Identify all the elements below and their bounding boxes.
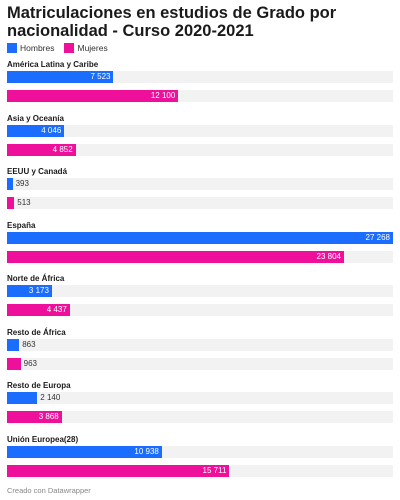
bar-track-hombres-resto-de-europa: 2 140 (7, 392, 393, 404)
bar-track-hombres-resto-de-africa: 863 (7, 338, 393, 351)
value-label-mujeres-espana: 23 804 (316, 251, 341, 261)
chart-title: Matriculaciones en estudios de Grado por… (7, 4, 337, 40)
value-label-hombres-union-europea-28: 10 938 (134, 446, 159, 456)
bar-mujeres-america-latina-y-caribe (7, 90, 179, 102)
value-label-mujeres-eeuu-y-canada: 513 (17, 198, 31, 207)
legend-item-hombres: Hombres (7, 43, 54, 53)
value-label-mujeres-norte-de-africa: 4 437 (46, 305, 67, 314)
bar-mujeres-asia-y-oceania (7, 143, 76, 156)
value-label-mujeres-resto-de-europa: 3 868 (38, 412, 59, 421)
legend-swatch-hombres (7, 43, 17, 53)
bar-track-hombres-america-latina-y-caribe: 7 523 (7, 71, 393, 83)
legend-item-mujeres: Mujeres (64, 43, 108, 53)
bar-hombres-america-latina-y-caribe (7, 71, 114, 83)
legend-swatch-mujeres (64, 43, 75, 53)
bar-hombres-espana (7, 231, 393, 244)
category-label-norte-de-africa: Norte de África (7, 274, 65, 283)
bar-track-mujeres-eeuu-y-canada: 513 (7, 197, 393, 209)
value-label-mujeres-asia-y-oceania: 4 852 (52, 144, 73, 154)
category-label-america-latina-y-caribe: América Latina y Caribe (7, 60, 99, 69)
bar-mujeres-union-europea-28 (7, 464, 230, 477)
footer-credit: Creado con Datawrapper (7, 486, 91, 495)
bar-hombres-union-europea-28 (7, 445, 162, 458)
value-label-hombres-asia-y-oceania: 4 046 (41, 125, 62, 135)
bar-hombres-asia-y-oceania (7, 124, 65, 137)
bar-track-mujeres-resto-de-africa: 963 (7, 357, 393, 370)
value-label-mujeres-america-latina-y-caribe: 12 100 (150, 91, 176, 100)
bar-track-hombres-espana: 27 268 (7, 231, 393, 244)
value-label-hombres-resto-de-europa: 2 140 (40, 393, 61, 402)
bar-track-mujeres-espana: 23 804 (7, 250, 393, 263)
legend: Hombres Mujeres (7, 43, 118, 53)
category-label-resto-de-europa: Resto de Europa (7, 381, 71, 390)
value-label-hombres-espana: 27 268 (365, 232, 390, 242)
legend-label-mujeres: Mujeres (77, 43, 108, 53)
bar-hombres-norte-de-africa (7, 285, 52, 297)
legend-label-hombres: Hombres (20, 43, 55, 53)
value-label-mujeres-resto-de-africa: 963 (23, 358, 37, 368)
value-label-hombres-eeuu-y-canada: 393 (15, 179, 29, 188)
value-label-hombres-resto-de-africa: 863 (22, 339, 36, 349)
bar-mujeres-espana (7, 250, 344, 263)
bar-track-mujeres-norte-de-africa: 4 437 (7, 304, 393, 316)
category-label-eeuu-y-canada: EEUU y Canadá (7, 167, 68, 176)
bar-track-mujeres-america-latina-y-caribe: 12 100 (7, 90, 393, 102)
bar-track-mujeres-asia-y-oceania: 4 852 (7, 143, 393, 156)
value-label-mujeres-union-europea-28: 15 711 (202, 465, 227, 475)
value-label-hombres-america-latina-y-caribe: 7 523 (90, 72, 111, 81)
value-label-hombres-norte-de-africa: 3 173 (28, 286, 49, 295)
bar-hombres-eeuu-y-canada (7, 178, 13, 190)
bar-mujeres-resto-de-europa (7, 411, 62, 423)
bar-mujeres-resto-de-africa (7, 357, 21, 370)
category-label-asia-y-oceania: Asia y Oceanía (7, 113, 64, 123)
bar-hombres-resto-de-africa (7, 338, 20, 351)
category-label-resto-de-africa: Resto de África (7, 327, 66, 337)
bar-track-mujeres-resto-de-europa: 3 868 (7, 411, 393, 423)
category-label-union-europea-28: Unión Europea(28) (7, 434, 79, 444)
bar-track-hombres-union-europea-28: 10 938 (7, 445, 393, 458)
bar-hombres-resto-de-europa (7, 392, 38, 404)
category-label-espana: España (7, 220, 36, 230)
bar-track-mujeres-union-europea-28: 15 711 (7, 464, 393, 477)
bar-track-hombres-norte-de-africa: 3 173 (7, 285, 393, 297)
bar-track-hombres-eeuu-y-canada: 393 (7, 178, 393, 190)
bar-mujeres-eeuu-y-canada (7, 197, 15, 209)
bar-track-hombres-asia-y-oceania: 4 046 (7, 124, 393, 137)
bar-mujeres-norte-de-africa (7, 304, 70, 316)
